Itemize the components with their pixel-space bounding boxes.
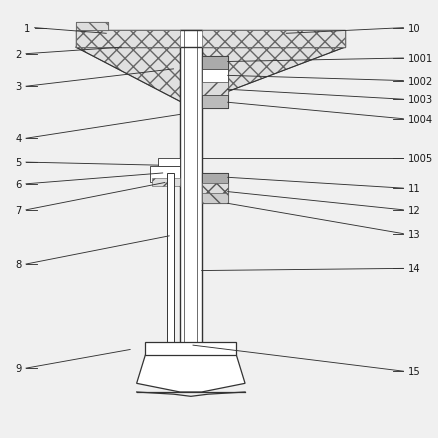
Polygon shape: [76, 48, 180, 102]
Text: 10: 10: [408, 24, 420, 34]
Text: 15: 15: [408, 366, 420, 376]
Bar: [201, 57, 228, 70]
Text: 1: 1: [24, 24, 30, 34]
Text: 3: 3: [15, 82, 22, 92]
Text: 1002: 1002: [408, 76, 433, 86]
Bar: [201, 95, 228, 109]
Bar: [180, 31, 201, 346]
Text: 12: 12: [408, 205, 420, 215]
Bar: [76, 23, 109, 31]
Text: 1001: 1001: [408, 54, 433, 64]
Bar: [145, 343, 237, 355]
Text: 1005: 1005: [408, 153, 433, 163]
Bar: [158, 159, 180, 166]
Bar: [201, 194, 228, 204]
Bar: [201, 173, 228, 184]
Bar: [201, 83, 228, 95]
Bar: [201, 184, 228, 194]
Text: 5: 5: [15, 158, 22, 168]
Bar: [76, 31, 180, 48]
Text: 11: 11: [408, 184, 420, 194]
Polygon shape: [201, 48, 345, 102]
Text: 14: 14: [408, 264, 420, 274]
Bar: [201, 57, 228, 109]
Text: 7: 7: [15, 205, 22, 215]
Text: 13: 13: [408, 229, 420, 239]
Text: 6: 6: [15, 180, 22, 189]
Bar: [201, 173, 228, 204]
Text: 1004: 1004: [408, 114, 433, 124]
Bar: [152, 179, 180, 187]
Text: 8: 8: [15, 259, 22, 269]
Polygon shape: [137, 355, 245, 392]
Text: 4: 4: [15, 134, 22, 144]
Bar: [201, 70, 228, 83]
Bar: [167, 173, 174, 355]
Text: 9: 9: [15, 363, 22, 373]
Bar: [76, 31, 345, 48]
Bar: [201, 31, 345, 48]
Bar: [150, 167, 180, 182]
Text: 1003: 1003: [408, 95, 433, 105]
Text: 2: 2: [15, 49, 22, 60]
Bar: [76, 23, 109, 31]
